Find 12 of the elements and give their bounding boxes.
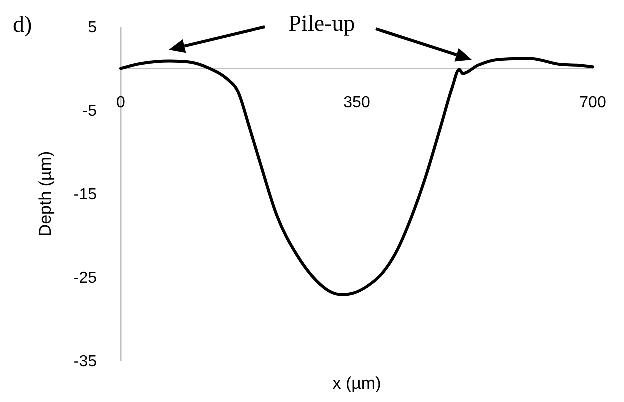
x-tick-label: 350: [344, 94, 370, 112]
y-tick-label: -35: [74, 354, 98, 371]
x-axis-title: x (µm): [332, 374, 382, 393]
y-tick-label: -5: [82, 103, 98, 120]
x-tick-label: 700: [580, 94, 606, 112]
y-tick-label: -25: [74, 270, 98, 288]
y-tick-label: -15: [74, 186, 98, 204]
x-tick-label: 0: [116, 94, 126, 112]
y-tick-label: 5: [88, 20, 98, 37]
annotation: Pile-up: [288, 11, 356, 36]
chart-title: d): [13, 12, 32, 37]
y-axis-title: Depth (µm): [36, 151, 55, 237]
